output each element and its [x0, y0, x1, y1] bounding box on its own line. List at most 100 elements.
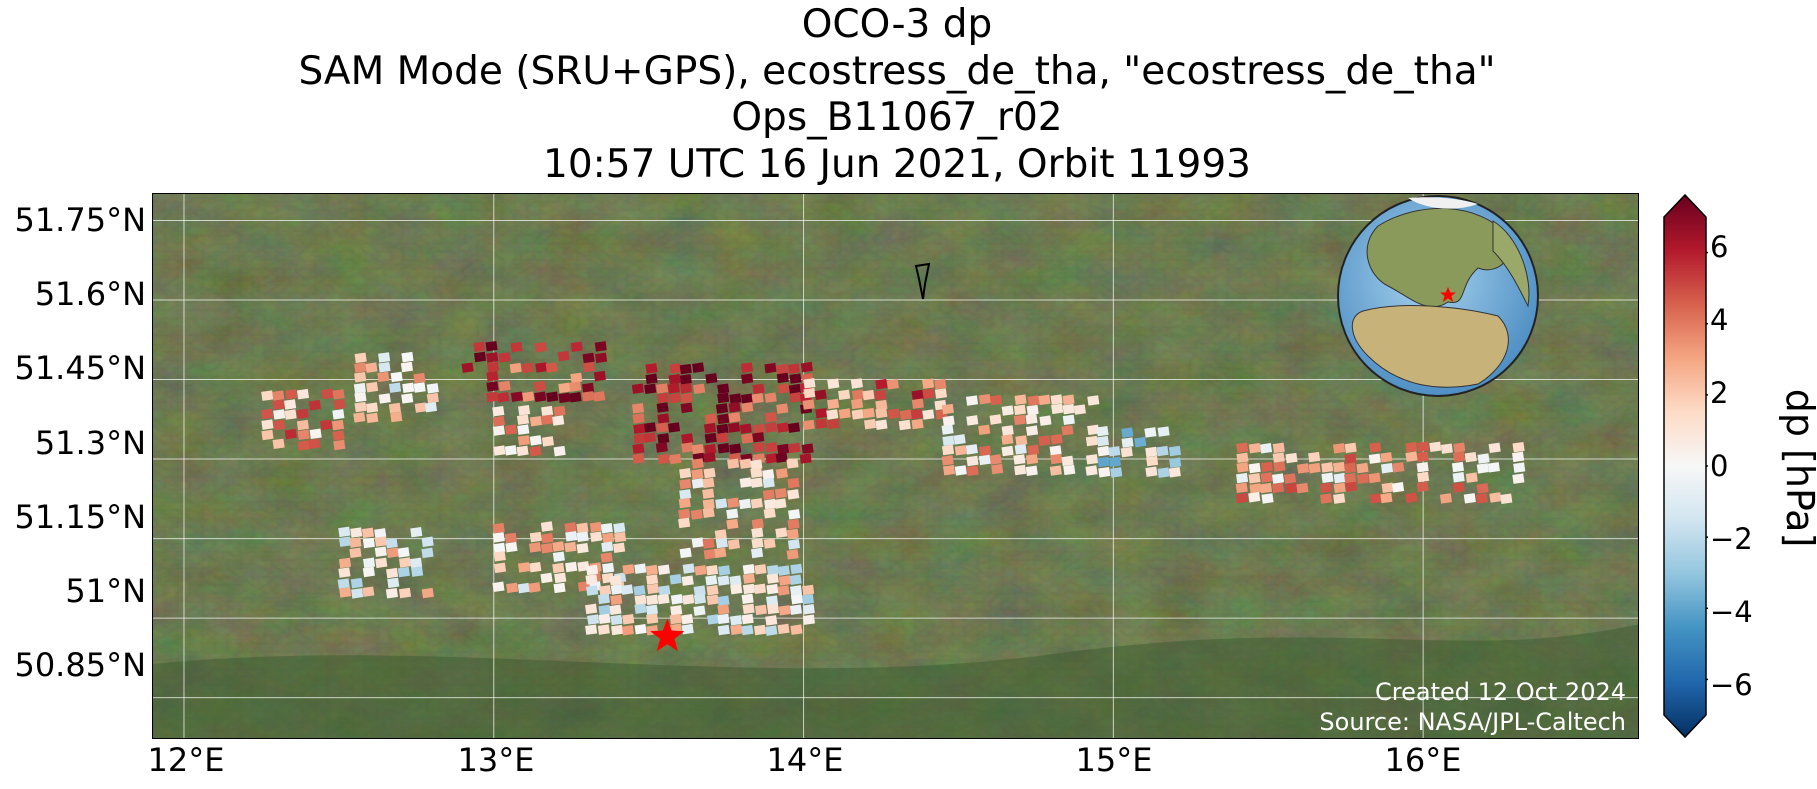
sounding-pixel [1319, 493, 1333, 504]
sounding-pixel [338, 567, 351, 578]
sounding-pixel [414, 402, 427, 413]
sounding-pixel [800, 361, 813, 373]
sounding-pixel [729, 575, 742, 586]
sounding-pixel [787, 518, 800, 530]
sounding-pixel [738, 498, 752, 510]
sounding-pixel [284, 409, 297, 420]
sounding-pixel [679, 468, 692, 479]
sounding-pixel [978, 454, 991, 466]
sounding-pixel [426, 383, 439, 394]
sounding-pixel [528, 582, 541, 593]
sounding-pixel [1168, 467, 1181, 478]
sounding-pixel [788, 509, 801, 520]
sounding-pixel [657, 564, 671, 575]
sounding-pixel [1272, 452, 1285, 463]
sounding-pixel [645, 373, 658, 384]
sounding-pixel [989, 394, 1003, 406]
sounding-pixel [667, 422, 681, 433]
sounding-pixel [862, 389, 875, 401]
sounding-pixel [715, 537, 728, 549]
sounding-pixel [1248, 462, 1261, 474]
sounding-pixel [752, 383, 765, 395]
sounding-pixel [401, 393, 414, 404]
sounding-pixel [691, 478, 704, 489]
sounding-pixel [703, 422, 717, 434]
sounding-pixel [1477, 453, 1490, 464]
sounding-pixel [815, 418, 828, 429]
sounding-pixel [1356, 462, 1369, 474]
sounding-pixel [492, 581, 505, 592]
sounding-pixel [1271, 482, 1285, 494]
sounding-pixel [493, 562, 507, 574]
sounding-pixel [727, 422, 741, 433]
sounding-pixel [1512, 473, 1525, 484]
sounding-pixel [529, 415, 542, 427]
sounding-pixel [1451, 461, 1465, 473]
sounding-pixel [1296, 482, 1309, 494]
sounding-pixel [776, 372, 789, 384]
sounding-pixel [613, 542, 626, 554]
sounding-pixel [634, 594, 647, 606]
sounding-pixel [1487, 462, 1500, 473]
sounding-pixel [552, 541, 565, 552]
sounding-pixel [1013, 414, 1026, 426]
sounding-pixel [705, 373, 718, 384]
sounding-pixel [1452, 451, 1466, 463]
sounding-pixel [564, 522, 577, 533]
globe-asia [1492, 220, 1530, 308]
sounding-pixel [558, 382, 571, 394]
sounding-pixel [397, 547, 410, 558]
sounding-pixel [1236, 442, 1249, 453]
sounding-pixel [338, 526, 351, 538]
sounding-pixel [862, 407, 875, 419]
sounding-pixel [789, 392, 802, 403]
sounding-pixel [726, 518, 739, 530]
sounding-pixel [621, 584, 634, 595]
sounding-pixel [941, 403, 954, 415]
sounding-pixel [1273, 461, 1286, 472]
lat-tick-label: 50.85°N [14, 646, 146, 684]
sounding-pixel [261, 429, 274, 441]
sounding-pixel [740, 393, 754, 404]
sounding-pixel [634, 563, 647, 574]
sounding-pixel [752, 423, 765, 435]
sounding-pixel [742, 563, 755, 575]
sounding-pixel [1026, 404, 1039, 416]
sounding-pixel [766, 603, 780, 615]
country-border [914, 262, 931, 300]
sounding-pixel [504, 445, 517, 456]
sounding-pixel [965, 395, 979, 406]
sounding-pixel [366, 412, 379, 424]
sounding-pixel [353, 412, 366, 423]
sounding-pixel [922, 409, 935, 420]
sounding-pixel [705, 575, 718, 586]
sounding-pixel [764, 362, 777, 374]
sounding-pixel [552, 551, 565, 562]
map-panel[interactable]: Created 12 Oct 2024 Source: NASA/JPL-Cal… [152, 193, 1639, 739]
sounding-pixel [1062, 403, 1075, 415]
sounding-pixel [377, 371, 390, 383]
sounding-pixel [704, 444, 717, 455]
sounding-pixel [378, 352, 391, 363]
sounding-pixel [296, 419, 309, 431]
sounding-pixel [594, 341, 607, 352]
sounding-pixel [1261, 493, 1274, 504]
sounding-pixel [601, 541, 614, 552]
lon-tick-label: 15°E [1075, 741, 1153, 779]
sounding-pixel [680, 392, 694, 404]
sounding-pixel [332, 430, 345, 441]
sounding-pixel [1085, 435, 1098, 447]
sounding-pixel [353, 382, 366, 394]
sounding-pixel [1108, 456, 1122, 468]
sounding-pixel [790, 563, 803, 575]
sounding-pixel [657, 413, 670, 424]
sounding-pixel [1027, 444, 1040, 456]
sounding-pixel [409, 557, 423, 569]
sounding-pixel [493, 445, 506, 456]
sounding-pixel [634, 603, 647, 614]
sounding-pixel [565, 531, 578, 542]
sounding-pixel [492, 522, 505, 534]
sounding-pixel [261, 419, 274, 430]
sounding-pixel [517, 582, 530, 594]
sounding-pixel [851, 389, 864, 400]
